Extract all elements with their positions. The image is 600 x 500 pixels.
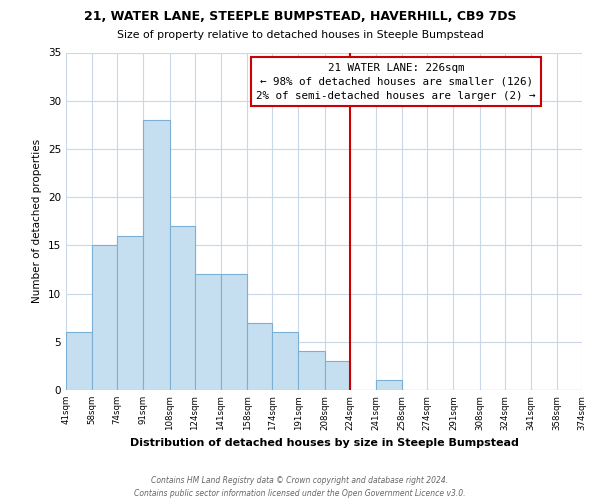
Bar <box>117 236 143 390</box>
Bar <box>143 120 170 390</box>
Text: Size of property relative to detached houses in Steeple Bumpstead: Size of property relative to detached ho… <box>116 30 484 40</box>
X-axis label: Distribution of detached houses by size in Steeple Bumpstead: Distribution of detached houses by size … <box>130 438 518 448</box>
Bar <box>247 322 272 390</box>
Text: 21 WATER LANE: 226sqm
← 98% of detached houses are smaller (126)
2% of semi-deta: 21 WATER LANE: 226sqm ← 98% of detached … <box>256 62 536 100</box>
Y-axis label: Number of detached properties: Number of detached properties <box>32 139 43 304</box>
Text: Contains HM Land Registry data © Crown copyright and database right 2024.
Contai: Contains HM Land Registry data © Crown c… <box>134 476 466 498</box>
Bar <box>170 226 194 390</box>
Text: 21, WATER LANE, STEEPLE BUMPSTEAD, HAVERHILL, CB9 7DS: 21, WATER LANE, STEEPLE BUMPSTEAD, HAVER… <box>84 10 516 23</box>
Bar <box>92 246 117 390</box>
Bar <box>376 380 402 390</box>
Bar <box>221 274 247 390</box>
Bar <box>298 352 325 390</box>
Bar <box>272 332 298 390</box>
Bar <box>66 332 92 390</box>
Bar <box>194 274 221 390</box>
Bar <box>325 361 350 390</box>
